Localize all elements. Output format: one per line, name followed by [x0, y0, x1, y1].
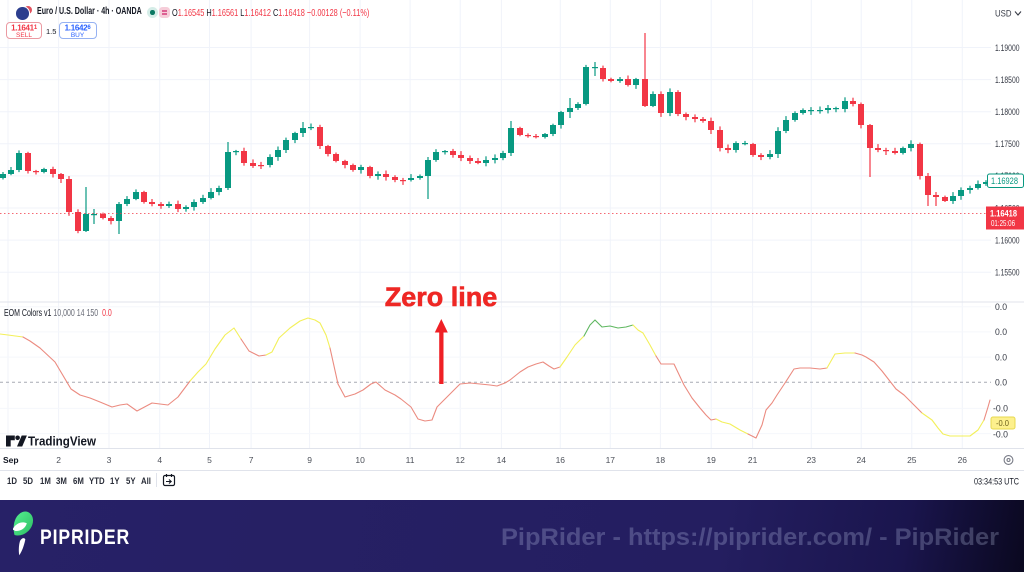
svg-text:23: 23: [807, 455, 817, 465]
svg-text:11: 11: [406, 455, 415, 465]
svg-text:1.16418: 1.16418: [990, 209, 1017, 219]
svg-text:USD: USD: [995, 9, 1012, 19]
svg-text:17: 17: [606, 455, 616, 465]
svg-text:10: 10: [355, 455, 365, 465]
svg-text:-0.0: -0.0: [993, 430, 1008, 440]
svg-text:-0.0: -0.0: [993, 404, 1008, 414]
svg-text:16: 16: [556, 455, 566, 465]
svg-text:7: 7: [249, 455, 254, 465]
svg-text:19: 19: [706, 455, 716, 465]
svg-text:Sep: Sep: [3, 455, 19, 465]
svg-text:1.18000: 1.18000: [995, 107, 1020, 117]
svg-text:0.0: 0.0: [995, 378, 1007, 388]
svg-text:1.16928: 1.16928: [991, 176, 1018, 186]
svg-text:3: 3: [107, 455, 112, 465]
svg-text:24: 24: [856, 455, 866, 465]
svg-text:5: 5: [207, 455, 212, 465]
svg-text:1.16000: 1.16000: [995, 235, 1020, 245]
svg-text:0.0: 0.0: [995, 327, 1007, 337]
svg-text:-0.0: -0.0: [996, 418, 1009, 428]
svg-text:26: 26: [958, 455, 968, 465]
svg-text:01:25:06: 01:25:06: [991, 219, 1015, 228]
svg-text:21: 21: [748, 455, 758, 465]
svg-text:9: 9: [307, 455, 312, 465]
svg-text:25: 25: [907, 455, 917, 465]
svg-text:14: 14: [497, 455, 507, 465]
svg-text:4: 4: [157, 455, 162, 465]
svg-text:0.0: 0.0: [995, 352, 1007, 362]
svg-text:1.18500: 1.18500: [995, 75, 1020, 85]
svg-text:03:34:53 UTC: 03:34:53 UTC: [974, 477, 1019, 487]
svg-text:1.17500: 1.17500: [995, 139, 1020, 149]
svg-text:TradingView: TradingView: [28, 435, 96, 449]
svg-text:2: 2: [56, 455, 61, 465]
svg-text:18: 18: [656, 455, 666, 465]
svg-text:1.19000: 1.19000: [995, 43, 1020, 53]
svg-text:1.15500: 1.15500: [995, 268, 1020, 278]
svg-text:12: 12: [455, 455, 465, 465]
svg-text:0.0: 0.0: [995, 302, 1007, 312]
